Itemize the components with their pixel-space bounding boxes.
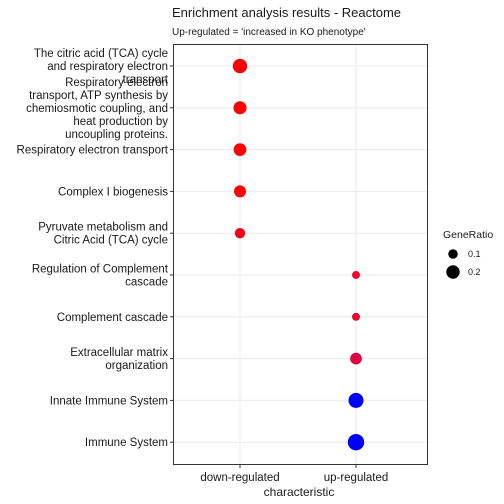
- data-point: [348, 392, 364, 408]
- legend-label: 0.1: [468, 249, 481, 259]
- y-tick-label: Extracellular matrix organization: [70, 347, 168, 372]
- data-point: [350, 352, 362, 365]
- y-tick-label-line: cascade: [125, 277, 168, 289]
- y-tick-label: Pyruvate metabolism and Citric Acid (TCA)…: [38, 222, 168, 247]
- y-tick-label: Complex I biogenesis: [58, 186, 168, 198]
- y-tick-label: Innate Immune System: [50, 395, 168, 407]
- data-points: [232, 58, 365, 451]
- data-point: [233, 143, 247, 156]
- chart-subtitle: Up-regulated = 'increased in KO phenotyp…: [172, 27, 366, 38]
- chart-title: Enrichment analysis results - Reactome: [172, 5, 401, 20]
- y-tick-label-line: chemiosmotic coupling, and: [26, 103, 168, 115]
- y-tick-label-line: Immune System: [85, 437, 168, 449]
- y-tick-label: Complement cascade: [57, 312, 168, 324]
- y-tick-label: Immune System: [85, 437, 168, 449]
- data-point: [234, 228, 246, 239]
- legend-label: 0.2: [468, 267, 481, 277]
- y-tick-label-line: Regulation of Complement: [32, 264, 169, 276]
- legend-key-circle: [446, 265, 460, 279]
- y-tick-label: Respiratory electron transport: [17, 145, 169, 157]
- y-tick-label-line: transport, ATP synthesis by: [29, 90, 168, 102]
- x-axis: down-regulated up-regulated: [200, 465, 388, 484]
- y-tick-label-line: Complex I biogenesis: [58, 186, 168, 198]
- y-tick-label-line: Pyruvate metabolism and: [38, 222, 168, 234]
- y-tick-label-line: heat production by: [73, 116, 168, 128]
- y-tick-label-line: and respiratory electron: [47, 61, 168, 73]
- legend-key-circle: [448, 249, 458, 259]
- y-axis: The citric acid (TCA) cycle and respirato…: [17, 48, 173, 449]
- data-point: [347, 434, 365, 451]
- data-point: [352, 312, 360, 321]
- data-point: [352, 271, 360, 279]
- y-tick-label: The citric acid (TCA) cycle and respirato…: [34, 48, 169, 86]
- legend-title: GeneRatio: [443, 229, 493, 241]
- y-tick-label-line: Respiratory electron: [65, 77, 168, 89]
- y-tick-label: Respiratory electron transport, ATP synth…: [26, 77, 168, 141]
- x-axis-label: characteristic: [264, 485, 335, 499]
- y-tick-label-line: Citric Acid (TCA) cycle: [54, 235, 168, 247]
- x-tick-label: down-regulated: [200, 472, 279, 484]
- y-tick-label-line: Complement cascade: [57, 312, 168, 324]
- y-tick-label-line: uncoupling proteins.: [65, 129, 168, 141]
- y-tick-label-line: transport: [123, 74, 169, 86]
- plot-panel: [173, 44, 428, 465]
- y-tick-label-line: Respiratory electron transport: [17, 145, 169, 157]
- legend: GeneRatio 0.1 0.2: [443, 229, 493, 279]
- data-point: [233, 101, 247, 115]
- data-point: [232, 58, 248, 74]
- y-tick-label: Regulation of Complement cascade: [32, 264, 169, 289]
- grid-lines: [174, 45, 427, 464]
- y-tick-label-line: Extracellular matrix: [70, 347, 168, 359]
- x-tick-label: up-regulated: [324, 472, 389, 484]
- data-point: [234, 185, 246, 198]
- y-tick-label-line: Innate Immune System: [50, 395, 168, 407]
- y-tick-label-line: The citric acid (TCA) cycle: [34, 48, 168, 60]
- y-tick-label-line: organization: [105, 360, 168, 372]
